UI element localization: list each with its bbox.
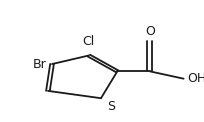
Text: S: S xyxy=(107,100,115,113)
Text: Cl: Cl xyxy=(83,35,95,48)
Text: Br: Br xyxy=(33,58,47,71)
Text: O: O xyxy=(145,25,155,38)
Text: OH: OH xyxy=(188,72,204,85)
